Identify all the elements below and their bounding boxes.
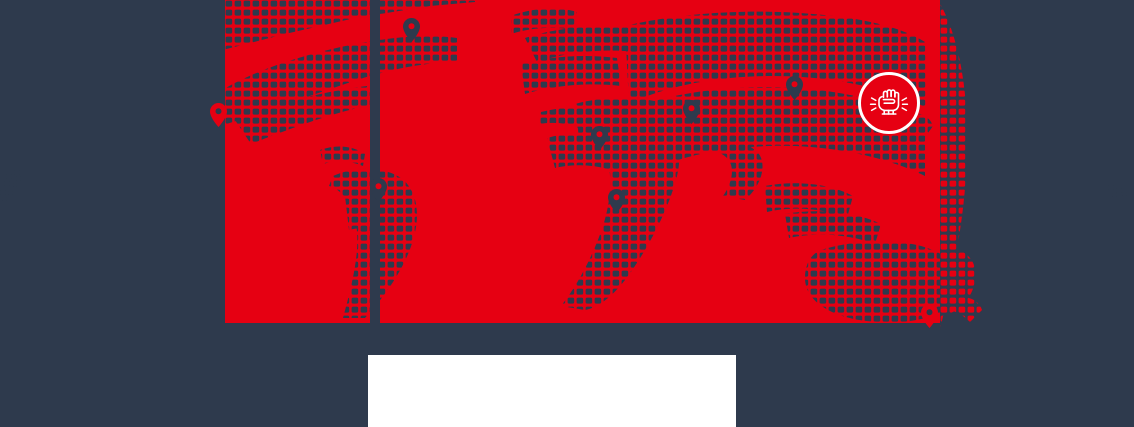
map-pin[interactable] bbox=[608, 189, 625, 213]
map-fragment-left bbox=[0, 168, 26, 204]
world-map-panel[interactable] bbox=[225, 0, 940, 323]
world-map-dots bbox=[225, 0, 940, 323]
map-seam-divider bbox=[370, 0, 380, 323]
map-pin[interactable] bbox=[591, 126, 608, 150]
raised-fist-badge[interactable] bbox=[858, 72, 920, 134]
map-pin[interactable] bbox=[786, 76, 803, 100]
map-fragment-right bbox=[1108, 183, 1134, 201]
map-pin[interactable] bbox=[210, 103, 227, 127]
map-pin[interactable] bbox=[403, 18, 420, 42]
content-card[interactable] bbox=[368, 355, 736, 427]
map-pin[interactable] bbox=[921, 304, 938, 328]
raised-fist-icon bbox=[869, 89, 909, 115]
map-pin[interactable] bbox=[683, 100, 700, 124]
map-pin[interactable] bbox=[370, 178, 387, 202]
world-map-overflow-right bbox=[940, 0, 1050, 345]
